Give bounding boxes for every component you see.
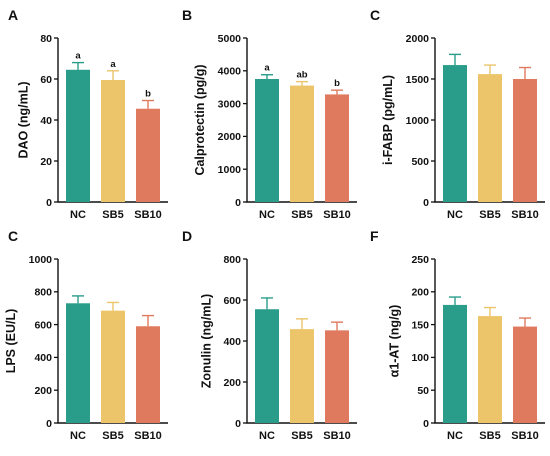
panel-letter: C [8,228,18,244]
x-tick-label: SB10 [511,209,539,221]
y-tick-label: 150 [411,319,429,331]
y-tick-label: 60 [40,74,52,86]
x-tick-label: SB5 [479,430,500,442]
y-tick-label: 800 [34,287,52,299]
y-tick-label: 500 [411,156,429,168]
y-tick-label: 0 [46,197,52,209]
bar-sb5 [290,329,314,423]
y-axis-title: α1-AT (ng/g) [387,305,401,378]
y-tick-label: 200 [411,287,429,299]
x-tick-label: SB5 [291,209,312,221]
y-tick-label: 0 [235,197,241,209]
chart-panel-2: B 0 1000 2000 3000 4000 5000 Calprotectin (pg/g… [182,7,357,221]
panel-letter: F [370,228,379,244]
y-tick-label: 200 [223,377,241,389]
bar-sb5 [478,316,502,423]
chart-panel-6: F 0 50 100 150 200 250 α1-AT (ng/g) NC SB5 SB10 [370,228,545,442]
y-tick-label: 100 [411,352,429,364]
y-tick-label: 3000 [218,98,242,110]
bar-sb5 [290,85,314,202]
chart-panel-3: C 0 500 1000 1500 2000 i-FABP (pg/mL) NC SB5 SB10 [370,7,545,221]
y-tick-label: 1500 [406,74,430,86]
x-tick-label: SB5 [102,209,123,221]
x-tick-label: NC [447,430,463,442]
y-tick-label: 40 [40,115,52,127]
bar-nc [66,69,90,203]
y-tick-label: 4000 [218,66,242,78]
panel-letter: B [182,7,192,23]
significance-letter: a [75,51,81,62]
y-tick-label: 2000 [406,33,430,45]
y-tick-label: 1000 [29,254,53,266]
significance-letter: a [110,59,116,70]
bar-sb10 [325,94,349,202]
bar-sb5 [101,310,125,423]
y-tick-label: 5000 [218,33,242,45]
y-tick-label: 250 [411,254,429,266]
bar-nc [443,65,467,202]
y-axis-title: Zonulin (ng/mL) [199,294,213,388]
y-tick-label: 800 [223,254,241,266]
y-tick-label: 80 [40,33,52,45]
y-tick-label: 0 [235,418,241,430]
chart-panel-1: A 0 20 40 60 80 DAO (ng/mL) NC a SB5 a SB10 b [8,7,168,221]
y-axis-title: i-FABP (pg/mL) [381,75,395,165]
y-tick-label: 400 [223,336,241,348]
panel-letter: D [182,228,192,244]
x-tick-label: SB10 [511,430,539,442]
y-tick-label: 1000 [218,164,242,176]
y-axis-title: DAO (ng/mL) [17,81,31,158]
x-tick-label: NC [70,209,86,221]
y-axis-title: LPS (EU/L) [4,309,18,374]
y-axis-title: Calprotectin (pg/g) [193,64,207,175]
significance-letter: ab [296,70,307,81]
y-tick-label: 400 [34,352,52,364]
chart-panel-4: C 0 200 400 600 800 1000 LPS (EU/L) NC SB5 SB10 [4,228,168,442]
bar-sb10 [136,326,160,423]
y-tick-label: 0 [46,418,52,430]
bar-nc [255,79,279,202]
x-tick-label: SB10 [323,209,351,221]
bar-sb5 [478,74,502,202]
x-tick-label: SB10 [323,430,351,442]
x-tick-label: SB5 [479,209,500,221]
y-tick-label: 0 [423,197,429,209]
y-tick-label: 600 [34,319,52,331]
bar-nc [66,303,90,423]
x-tick-label: NC [447,209,463,221]
significance-letter: b [145,89,151,100]
bar-sb10 [325,330,349,423]
x-tick-label: SB5 [291,430,312,442]
x-tick-label: SB5 [102,430,123,442]
y-tick-label: 2000 [218,131,242,143]
x-tick-label: NC [259,430,275,442]
panel-letter: A [8,7,18,23]
x-tick-label: NC [70,430,86,442]
significance-letter: b [334,78,340,89]
x-tick-label: SB10 [134,430,162,442]
bar-sb10 [513,326,537,423]
bar-sb5 [101,80,125,202]
panel-letter: C [370,7,380,23]
y-tick-label: 20 [40,156,52,168]
bar-nc [443,304,467,423]
x-tick-label: SB10 [134,209,162,221]
y-tick-label: 1000 [406,115,430,127]
x-tick-label: NC [259,209,275,221]
significance-letter: a [264,63,270,74]
chart-panel-5: D 0 200 400 600 800 Zonulin (ng/mL) NC SB5 SB10 [182,228,357,442]
y-tick-label: 50 [417,385,429,397]
y-tick-label: 200 [34,385,52,397]
y-tick-label: 600 [223,295,241,307]
y-tick-label: 0 [423,418,429,430]
bar-sb10 [513,79,537,202]
bar-nc [255,309,279,423]
bar-sb10 [136,108,160,202]
